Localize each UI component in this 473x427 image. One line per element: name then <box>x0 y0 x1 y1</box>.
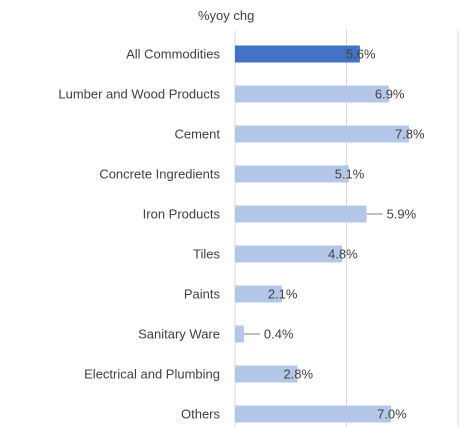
category-label: Concrete Ingredients <box>99 167 220 182</box>
category-label: All Commodities <box>126 47 220 62</box>
value-label: 4.8% <box>328 247 358 262</box>
bar-0 <box>235 46 360 63</box>
category-label: Cement <box>174 127 220 142</box>
bar-9 <box>235 406 391 423</box>
unit-label: %yoy chg <box>198 8 254 23</box>
category-label: Electrical and Plumbing <box>84 367 220 382</box>
value-label: 5.6% <box>346 47 376 62</box>
value-labels: 5.6% 6.9% 7.8% 5.1% 5.9% 4.8% 2.1% 0.4% 2.8% 7.0% <box>244 47 425 422</box>
bar-7 <box>235 326 244 343</box>
bar-1 <box>235 86 389 103</box>
value-label: 7.8% <box>395 127 425 142</box>
value-label: 5.9% <box>387 207 417 222</box>
bar-3 <box>235 166 349 183</box>
bar-4 <box>235 206 367 223</box>
value-label: 7.0% <box>377 407 407 422</box>
bar-2 <box>235 126 409 143</box>
value-label: 2.8% <box>283 367 313 382</box>
value-label: 5.1% <box>335 167 365 182</box>
category-label: Lumber and Wood Products <box>58 87 220 102</box>
category-labels: All Commodities Lumber and Wood Products C… <box>58 47 220 422</box>
value-label: 0.4% <box>264 327 294 342</box>
category-label: Iron Products <box>143 207 221 222</box>
bar-5 <box>235 246 342 263</box>
category-label: Tiles <box>193 247 220 262</box>
category-label: Sanitary Ware <box>138 327 220 342</box>
bars <box>235 46 409 423</box>
value-label: 2.1% <box>268 287 298 302</box>
category-label: Paints <box>184 287 221 302</box>
category-label: Others <box>181 407 221 422</box>
value-label: 6.9% <box>375 87 405 102</box>
